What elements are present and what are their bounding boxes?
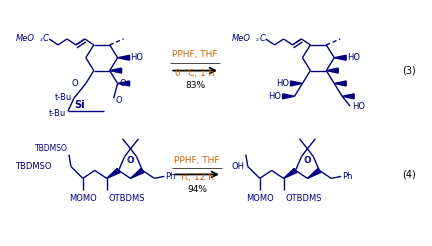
Text: ₂: ₂ xyxy=(256,36,259,42)
Text: Si: Si xyxy=(75,100,85,110)
Polygon shape xyxy=(283,94,295,99)
Text: O: O xyxy=(128,156,134,165)
Polygon shape xyxy=(107,169,120,178)
Text: O: O xyxy=(71,79,78,88)
Polygon shape xyxy=(326,68,338,73)
Text: HO: HO xyxy=(352,102,365,111)
Text: HO: HO xyxy=(130,53,143,62)
Text: O: O xyxy=(303,156,310,165)
Text: ₂: ₂ xyxy=(39,36,42,42)
Polygon shape xyxy=(130,169,144,178)
Text: O: O xyxy=(120,79,126,88)
Text: OH: OH xyxy=(232,162,245,171)
Text: C: C xyxy=(260,34,266,44)
Polygon shape xyxy=(283,169,297,178)
Text: O: O xyxy=(127,156,133,165)
Text: HO: HO xyxy=(276,79,289,88)
Text: PPHF, THF: PPHF, THF xyxy=(172,50,218,59)
Text: HO: HO xyxy=(269,92,282,101)
Polygon shape xyxy=(334,81,346,86)
Text: O: O xyxy=(116,96,122,105)
Text: TBDMSO: TBDMSO xyxy=(15,162,52,171)
Text: MOMO: MOMO xyxy=(246,194,273,203)
Text: rt, 12 h: rt, 12 h xyxy=(181,173,213,182)
Text: HO: HO xyxy=(347,53,360,62)
Polygon shape xyxy=(110,68,122,73)
Text: C: C xyxy=(43,34,49,44)
Text: MeO: MeO xyxy=(232,34,251,44)
Polygon shape xyxy=(118,55,130,60)
Text: Ph: Ph xyxy=(342,172,353,181)
Text: 0 °C, 1 h: 0 °C, 1 h xyxy=(175,69,215,78)
Text: t-Bu: t-Bu xyxy=(55,93,72,102)
Text: (4): (4) xyxy=(402,169,416,179)
Text: TBDMSO: TBDMSO xyxy=(35,144,68,153)
Text: O: O xyxy=(305,156,311,165)
Text: 94%: 94% xyxy=(187,185,207,194)
Text: Ph: Ph xyxy=(165,172,176,181)
Text: MeO: MeO xyxy=(15,34,34,44)
Polygon shape xyxy=(308,169,321,178)
Polygon shape xyxy=(290,81,302,86)
Polygon shape xyxy=(334,55,346,60)
Text: OTBDMS: OTBDMS xyxy=(109,194,145,203)
Text: MOMO: MOMO xyxy=(69,194,97,203)
Polygon shape xyxy=(118,81,130,86)
Text: (3): (3) xyxy=(402,66,416,76)
Text: OTBDMS: OTBDMS xyxy=(286,194,322,203)
Text: t-Bu: t-Bu xyxy=(49,109,66,118)
Text: 83%: 83% xyxy=(185,81,205,90)
Text: PPHF, THF: PPHF, THF xyxy=(175,156,220,165)
Polygon shape xyxy=(342,94,354,99)
